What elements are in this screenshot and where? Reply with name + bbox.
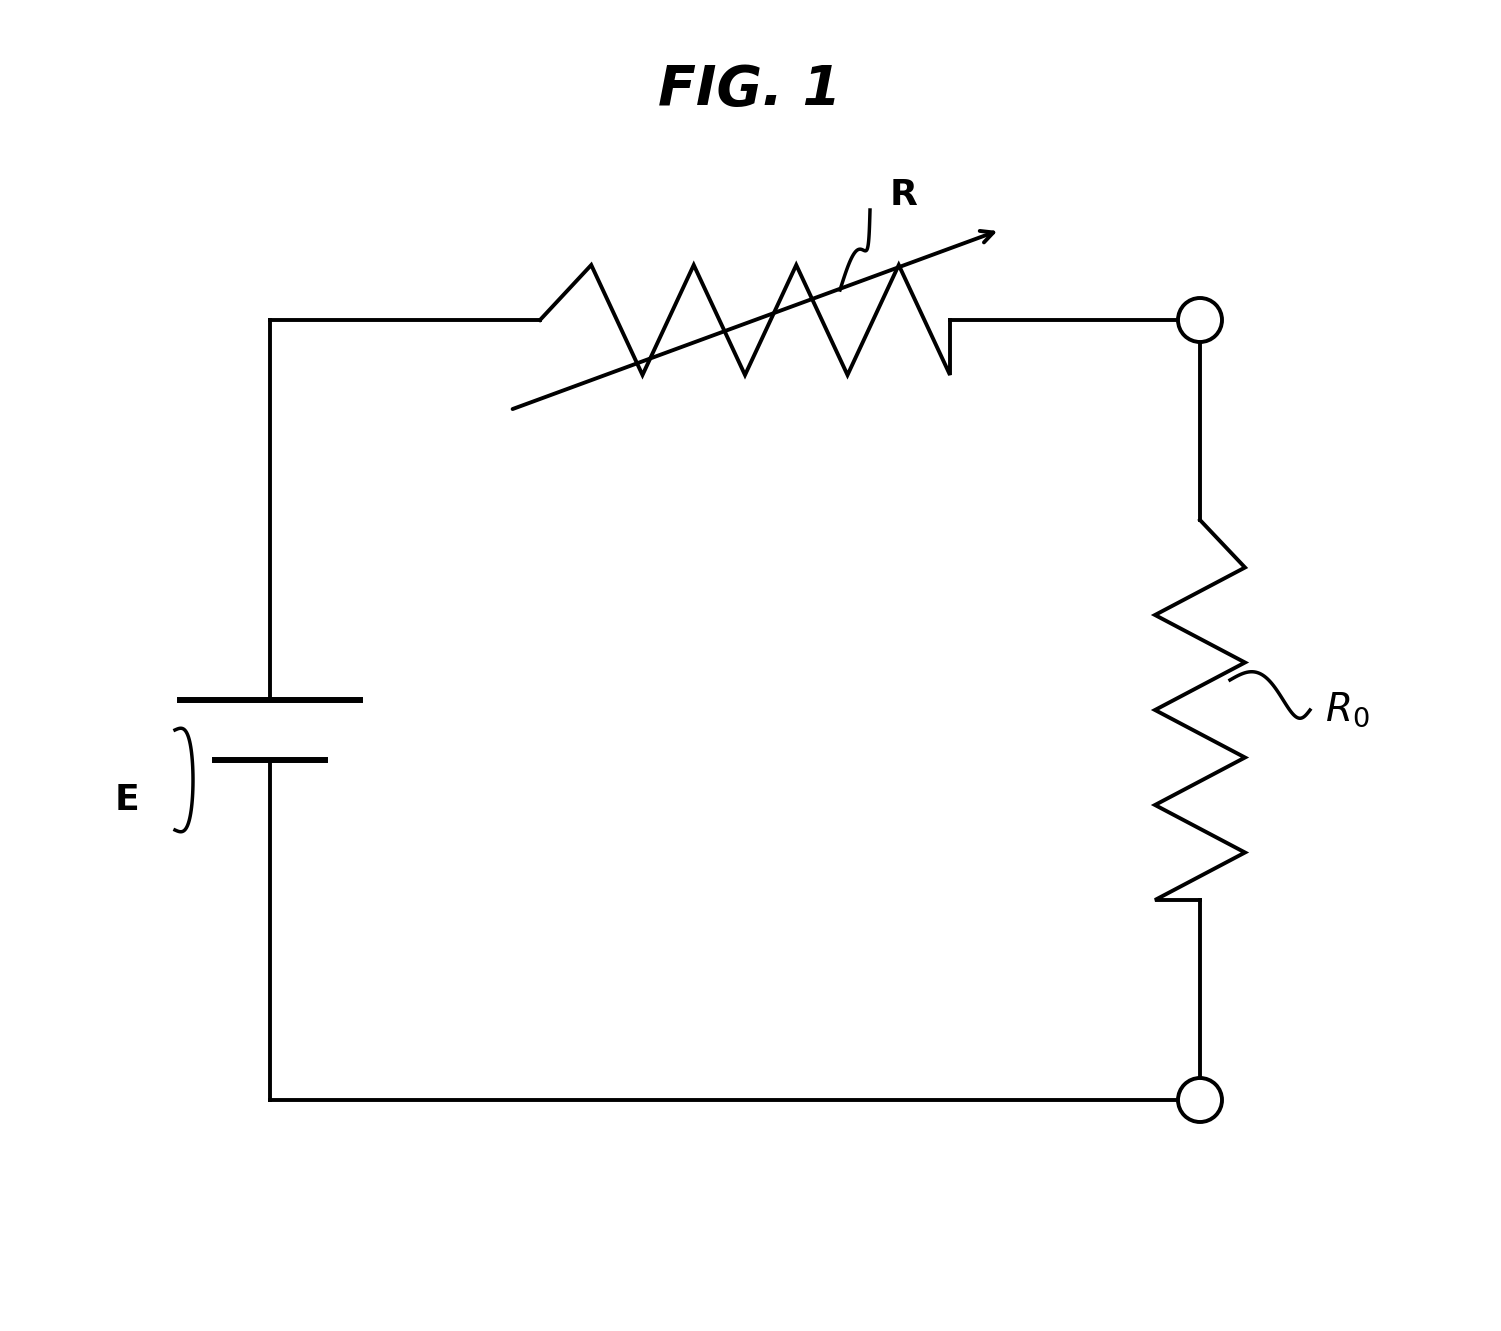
Circle shape: [1178, 298, 1222, 342]
Text: $R_0$: $R_0$: [1325, 691, 1369, 729]
Text: E: E: [116, 783, 140, 817]
Circle shape: [1178, 1078, 1222, 1122]
Text: R: R: [890, 178, 919, 212]
Text: FIG. 1: FIG. 1: [659, 63, 842, 117]
